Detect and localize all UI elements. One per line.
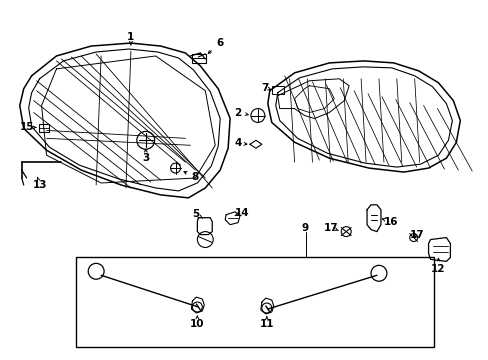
Text: 2: 2 [234, 108, 241, 117]
Text: 5: 5 [191, 209, 199, 219]
Text: 4: 4 [234, 138, 241, 148]
Text: 17: 17 [324, 222, 338, 233]
Text: 12: 12 [430, 264, 445, 274]
Text: 6: 6 [216, 38, 224, 48]
Text: 15: 15 [20, 122, 34, 132]
Text: 13: 13 [32, 180, 47, 190]
Bar [271, 86, 283, 94]
Bar [192, 54, 206, 63]
Bar [39, 125, 48, 132]
Text: 1: 1 [127, 32, 134, 42]
Text: 3: 3 [142, 153, 149, 163]
Bar [76, 257, 433, 347]
Text: 8: 8 [191, 172, 199, 182]
Text: 11: 11 [259, 319, 273, 329]
Text: 14: 14 [234, 208, 249, 218]
Text: 10: 10 [190, 319, 204, 329]
Text: 9: 9 [302, 222, 308, 233]
Text: 17: 17 [408, 230, 423, 239]
Text: 7: 7 [261, 83, 268, 93]
Text: 16: 16 [383, 217, 397, 227]
